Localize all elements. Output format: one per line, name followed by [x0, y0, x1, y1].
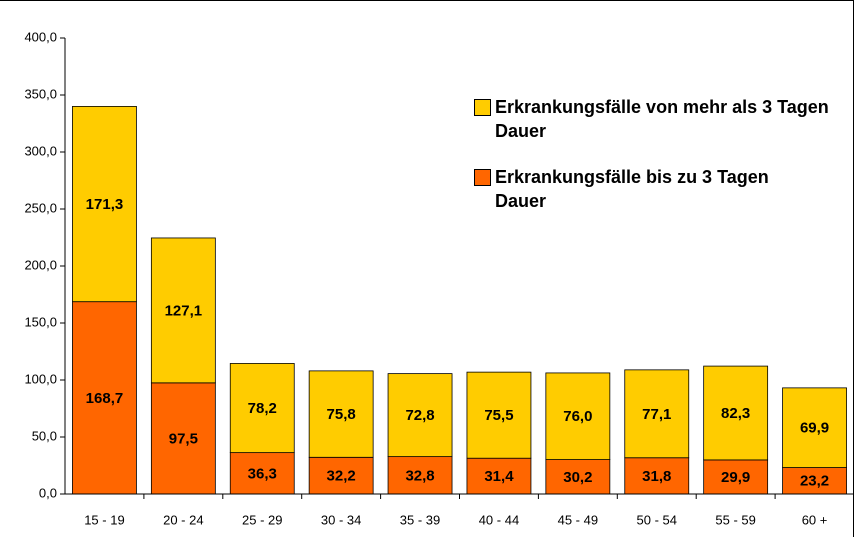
bar-segment — [624, 369, 690, 459]
y-tick-label: 350,0 — [24, 86, 57, 101]
bar-segment — [466, 371, 532, 459]
bar-segment — [703, 365, 769, 461]
value-label: 72,8 — [405, 407, 434, 424]
value-label: 75,5 — [484, 407, 513, 424]
value-label: 78,2 — [248, 400, 277, 417]
legend-swatch — [474, 99, 491, 116]
value-label: 97,5 — [169, 430, 198, 447]
y-tick-label: 50,0 — [32, 428, 57, 443]
value-label: 76,0 — [563, 408, 592, 425]
bar-segment — [308, 370, 374, 458]
y-tick-label: 100,0 — [24, 371, 57, 386]
y-tick-label: 300,0 — [24, 143, 57, 158]
bar-segment — [150, 237, 216, 384]
x-tick-label: 35 - 39 — [400, 512, 440, 527]
value-label: 82,3 — [721, 405, 750, 422]
bar-segment — [703, 459, 769, 495]
bar-segment — [72, 106, 137, 303]
value-label: 75,8 — [327, 406, 356, 423]
value-label: 31,4 — [484, 468, 514, 485]
value-label: 23,2 — [800, 473, 829, 490]
x-tick-label: 60 + — [802, 512, 828, 527]
value-label: 77,1 — [642, 406, 671, 423]
value-label: 168,7 — [86, 390, 124, 407]
value-label: 36,3 — [248, 465, 277, 482]
x-tick-label: 25 - 29 — [242, 512, 282, 527]
bar-segment — [387, 373, 453, 458]
y-tick-label: 400,0 — [24, 29, 57, 44]
bar-segment — [624, 457, 690, 495]
bar-segment — [308, 456, 374, 495]
y-tick-label: 200,0 — [24, 257, 57, 272]
y-tick-label: 250,0 — [24, 200, 57, 215]
bar-segment — [387, 456, 453, 495]
legend-swatch — [474, 169, 491, 186]
bar-segment — [545, 459, 611, 495]
legend-label: Erkrankungsfälle bis zu 3 Tagen Dauer — [495, 167, 769, 211]
legend-label: Erkrankungsfälle von mehr als 3 Tagen Da… — [495, 97, 829, 141]
value-label: 29,9 — [721, 469, 750, 486]
value-label: 32,2 — [327, 468, 356, 485]
value-label: 32,8 — [405, 467, 434, 484]
value-label: 171,3 — [86, 196, 124, 213]
legend-item: Erkrankungsfälle von mehr als 3 Tagen Da… — [474, 95, 834, 143]
bar-segment — [782, 387, 847, 468]
x-tick-label: 15 - 19 — [84, 512, 124, 527]
x-tick-label: 40 - 44 — [479, 512, 519, 527]
bar-segment — [72, 301, 137, 495]
x-tick-label: 45 - 49 — [558, 512, 598, 527]
x-tick-label: 20 - 24 — [163, 512, 203, 527]
x-tick-label: 30 - 34 — [321, 512, 361, 527]
x-tick-label: 50 - 54 — [637, 512, 677, 527]
bar-segment — [229, 363, 295, 454]
y-tick-label: 150,0 — [24, 314, 57, 329]
value-label: 69,9 — [800, 420, 829, 437]
value-label: 127,1 — [165, 302, 203, 319]
value-label: 31,8 — [642, 468, 671, 485]
bar-segment — [229, 452, 295, 495]
bar-segment — [545, 372, 611, 460]
y-tick-label: 0,0 — [39, 485, 57, 500]
x-tick-label: 55 - 59 — [715, 512, 755, 527]
value-label: 30,2 — [563, 469, 592, 486]
legend-item: Erkrankungsfälle bis zu 3 Tagen Dauer — [474, 165, 834, 213]
bar-segment — [466, 457, 532, 495]
